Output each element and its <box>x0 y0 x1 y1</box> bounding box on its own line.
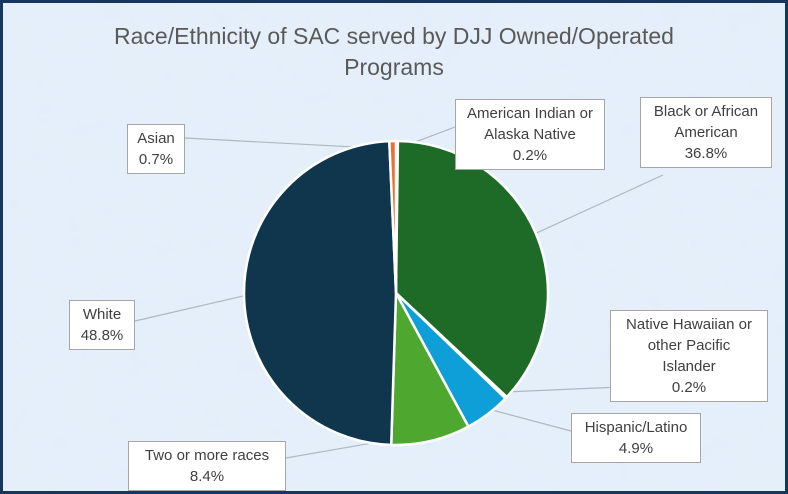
leader-line <box>528 174 664 238</box>
data-label-two-or-more-races: Two or more races 8.4% <box>128 441 286 491</box>
data-label-category: American Indian or <box>467 105 593 122</box>
chart-title: Race/Ethnicity of SAC served by DJJ Owne… <box>3 21 785 83</box>
data-label-percent: 8.4% <box>189 468 225 485</box>
pie-slice-asian <box>388 139 398 295</box>
data-label-category: American <box>674 124 738 141</box>
data-label-black-or-african-american: Black or African American 36.8% <box>640 97 772 168</box>
pie-slice-black-or-african-american <box>394 139 550 399</box>
data-label-category: Alaska Native <box>484 126 576 143</box>
pie-slices <box>242 139 550 447</box>
leader-line <box>500 386 621 393</box>
data-label-asian: Asian 0.7% <box>127 124 185 174</box>
data-label-percent: 48.8% <box>80 327 124 344</box>
data-label-percent: 0.2% <box>671 379 707 396</box>
data-label-percent: 0.7% <box>138 151 174 168</box>
leader-line <box>483 407 572 432</box>
data-label-native-hawaiian-or-other-pacific-islander: Native Hawaiian or other Pacific Islander 0… <box>610 310 768 402</box>
data-label-percent: 4.9% <box>618 440 654 457</box>
data-label-category: White <box>82 306 122 323</box>
leader-line <box>134 293 253 322</box>
chart-title-line-1: Race/Ethnicity of SAC served by DJJ Owne… <box>114 23 674 49</box>
data-label-category: Asian <box>137 130 175 147</box>
pie-chart <box>134 126 664 459</box>
data-label-percent: 36.8% <box>684 145 728 162</box>
data-label-category: Islander <box>662 358 716 375</box>
data-label-category: Hispanic/Latino <box>584 419 688 436</box>
data-label-percent: 0.2% <box>512 147 548 164</box>
data-label-category: Two or more races <box>144 447 270 464</box>
data-label-hispanic-latino: Hispanic/Latino 4.9% <box>571 413 701 463</box>
data-label-category: Native Hawaiian or <box>626 316 752 333</box>
chart-title-line-2: Programs <box>344 54 444 80</box>
pie-slice-white <box>242 139 398 447</box>
data-label-white: White 48.8% <box>69 300 135 350</box>
data-label-american-indian-or-alaska-native: American Indian or Alaska Native 0.2% <box>455 99 605 170</box>
data-label-category: Black or African <box>653 103 759 120</box>
data-label-category: other Pacific <box>647 337 731 354</box>
